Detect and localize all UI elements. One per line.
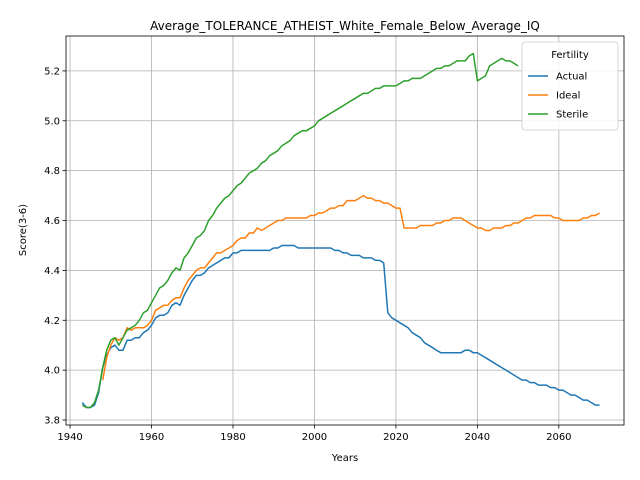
x-tick-label: 1960: [139, 432, 164, 443]
y-tick-label: 4.8: [44, 166, 60, 177]
x-tick-label: 1980: [220, 432, 245, 443]
y-tick-label: 3.8: [44, 416, 60, 427]
y-tick-label: 4.4: [44, 266, 60, 277]
x-tick-label: 2020: [383, 432, 408, 443]
x-tick-label: 1940: [57, 432, 82, 443]
legend-label-sterile: Sterile: [556, 110, 588, 121]
legend-label-actual: Actual: [556, 72, 587, 83]
x-tick-label: 2060: [546, 432, 571, 443]
series-line-ideal: [101, 194, 600, 381]
x-axis-label: Years: [331, 453, 358, 464]
chart-title: Average_TOLERANCE_ATHEIST_White_Female_B…: [150, 19, 540, 33]
grid: [66, 36, 624, 425]
legend-title: Fertility: [551, 50, 589, 61]
legend-label-ideal: Ideal: [556, 91, 580, 102]
y-tick-label: 4.2: [44, 316, 60, 327]
series-line-actual: [81, 244, 600, 409]
axis-ticks: 1940 1960 1980 2000 2020 2040 2060 3.8 4.0 4.2 4.4…: [44, 66, 571, 443]
y-tick-label: 4.6: [44, 216, 60, 227]
series-line-sterile: [81, 52, 519, 409]
y-tick-label: 5.2: [44, 66, 60, 77]
y-tick-label: 4.0: [44, 366, 60, 377]
plot-frame: [65, 35, 625, 426]
x-tick-label: 2040: [465, 432, 490, 443]
y-tick-label: 5.0: [44, 116, 60, 127]
series-lines: [81, 52, 600, 409]
x-tick-label: 2000: [302, 432, 327, 443]
y-axis-label: Score(3-6): [18, 204, 29, 256]
legend-box: [521, 41, 619, 131]
legend: Fertility Actual Ideal Sterile: [521, 41, 619, 131]
